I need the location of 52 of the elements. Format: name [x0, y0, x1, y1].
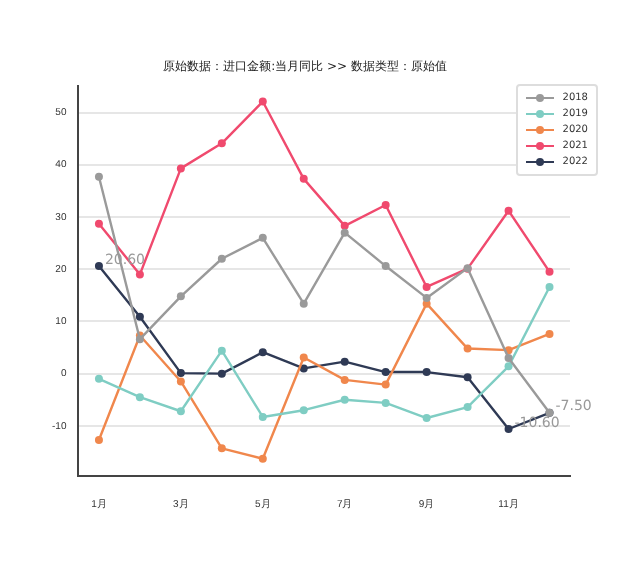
point	[422, 293, 431, 302]
point	[176, 292, 185, 301]
point	[299, 299, 308, 308]
point	[381, 368, 390, 377]
point	[381, 380, 390, 389]
point	[217, 444, 226, 453]
point	[94, 172, 103, 181]
point	[381, 200, 390, 209]
point	[176, 164, 185, 173]
point	[422, 368, 431, 377]
point	[504, 353, 513, 362]
point	[422, 282, 431, 291]
point	[94, 262, 103, 271]
point	[176, 407, 185, 416]
point	[340, 395, 349, 404]
point	[94, 219, 103, 228]
point	[340, 228, 349, 237]
point	[258, 454, 267, 463]
point	[545, 282, 554, 291]
point	[340, 375, 349, 384]
point	[217, 346, 226, 355]
point	[258, 233, 267, 242]
point	[176, 369, 185, 378]
point	[340, 221, 349, 230]
point	[258, 412, 267, 421]
point	[217, 139, 226, 148]
point	[135, 270, 144, 279]
point	[463, 403, 472, 412]
point	[135, 312, 144, 321]
point	[299, 353, 308, 362]
point	[463, 344, 472, 353]
point	[299, 174, 308, 183]
point	[422, 414, 431, 423]
point	[217, 369, 226, 378]
point	[545, 267, 554, 276]
point	[176, 377, 185, 386]
point	[299, 406, 308, 415]
point	[504, 206, 513, 215]
point	[217, 254, 226, 263]
point	[135, 393, 144, 402]
point	[94, 374, 103, 383]
point	[504, 425, 513, 433]
point	[258, 348, 267, 357]
point	[381, 262, 390, 271]
point	[94, 435, 103, 444]
point	[381, 398, 390, 407]
point	[504, 362, 513, 371]
point	[258, 97, 267, 106]
point	[463, 373, 472, 382]
point	[340, 357, 349, 366]
point	[545, 329, 554, 338]
point	[299, 364, 308, 373]
